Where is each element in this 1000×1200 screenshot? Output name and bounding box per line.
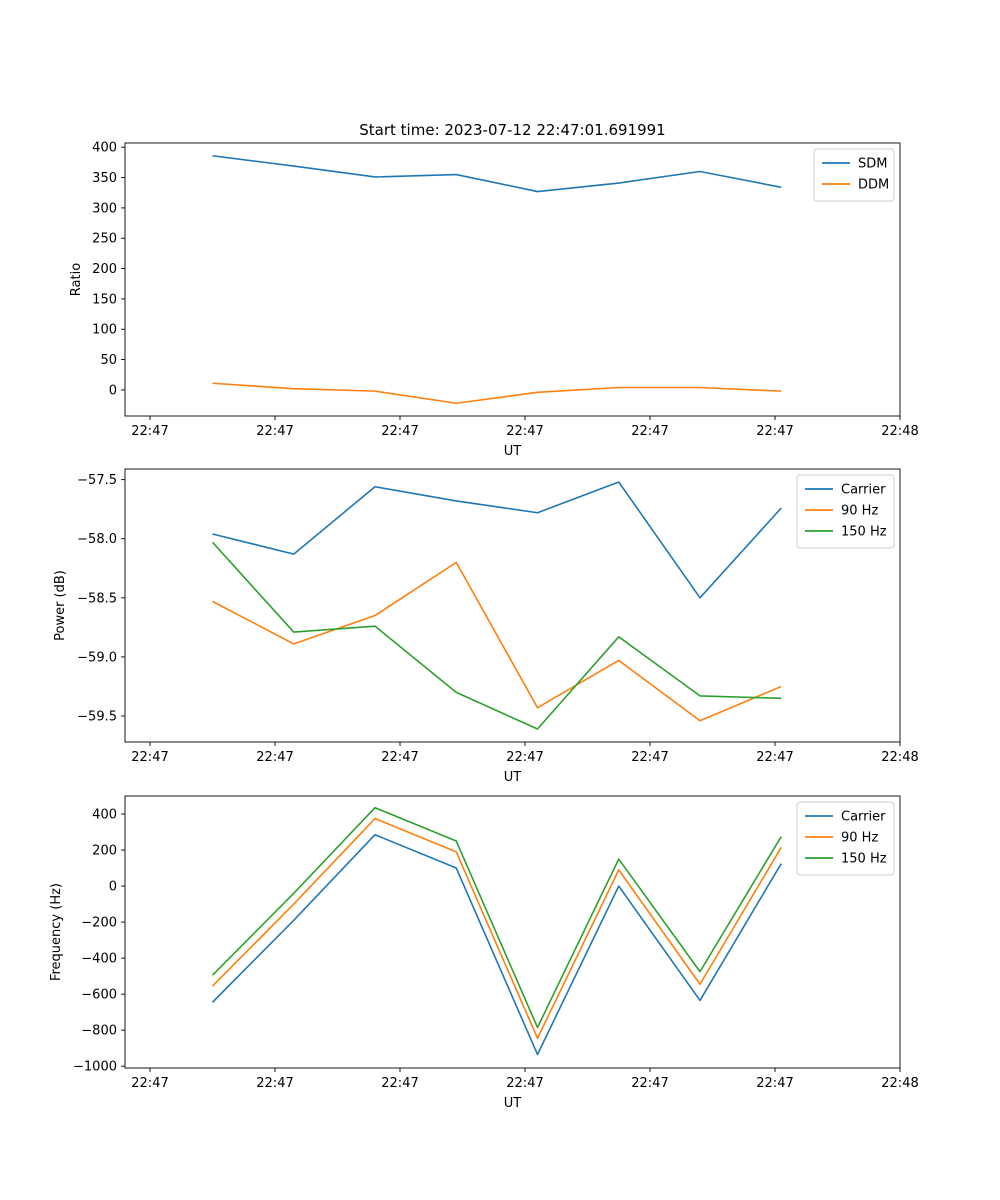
y-tick-label: −400 [81, 952, 117, 967]
y-tick-label: 50 [100, 353, 117, 368]
legend: Carrier 90 Hz 150 Hz [796, 474, 895, 549]
series-line-90-hz [212, 561, 782, 722]
x-axis-label: UT [504, 1096, 522, 1111]
y-tick-label: 100 [92, 323, 117, 338]
x-axis-label: UT [504, 770, 522, 785]
y-tick-label: 200 [92, 262, 117, 277]
series-line-150-hz [211, 541, 782, 730]
legend-box [813, 148, 895, 202]
y-axis-label: Ratio [69, 263, 84, 296]
legend-label: Carrier [841, 810, 886, 825]
y-tick-label: −57.5 [77, 473, 117, 488]
x-tick-label: 22:47 [256, 424, 293, 439]
series-line-ddm [212, 382, 782, 405]
y-tick-label: 0 [109, 880, 117, 895]
y-tick-label: 200 [92, 844, 117, 859]
y-tick-label: −200 [81, 916, 117, 931]
x-tick-label: 22:47 [131, 750, 168, 765]
x-tick-label: 22:47 [381, 1076, 418, 1091]
x-tick-label: 22:47 [131, 424, 168, 439]
series-line-150-hz [211, 806, 782, 1029]
legend-label: 90 Hz [841, 831, 878, 846]
x-tick-label: 22:47 [131, 1076, 168, 1091]
x-tick-label: 22:47 [631, 424, 668, 439]
y-tick-label: −600 [81, 988, 117, 1003]
subplot-1: Start time: 2023-07-12 22:47:01.691991 22… [69, 121, 919, 459]
y-tick-label: 300 [92, 201, 117, 216]
subplot-2: 22:47 22:47 22:47 22:47 22:47 22:47 22:48 UT −59… [53, 468, 919, 785]
x-tick-label: 22:47 [631, 1076, 668, 1091]
legend-label: 150 Hz [841, 852, 887, 867]
legend-label: 90 Hz [841, 504, 878, 519]
y-tick-label: 250 [92, 232, 117, 247]
x-axis-label: UT [504, 444, 522, 459]
x-tick-label: 22:47 [506, 750, 543, 765]
y-axis-label: Power (dB) [53, 570, 68, 641]
x-tick-label: 22:48 [881, 424, 918, 439]
axes-frame [124, 795, 901, 1069]
x-tick-label: 22:47 [756, 1076, 793, 1091]
y-tick-label: 400 [92, 808, 117, 823]
y-tick-label: 150 [92, 292, 117, 307]
x-tick-label: 22:47 [256, 750, 293, 765]
y-tick-label: −800 [81, 1024, 117, 1039]
x-tick-label: 22:48 [881, 750, 918, 765]
legend-label: SDM [858, 157, 887, 172]
legend: Carrier 90 Hz 150 Hz [796, 801, 895, 876]
y-tick-label: 400 [92, 141, 117, 156]
axes-frame [124, 142, 901, 417]
series-line-carrier [211, 833, 782, 1056]
chart-title: Start time: 2023-07-12 22:47:01.691991 [359, 121, 665, 139]
legend-box [796, 474, 895, 549]
y-axis-label: Frequency (Hz) [49, 883, 64, 981]
y-tick-label: −58.0 [77, 532, 117, 547]
series-line-sdm [212, 154, 782, 193]
y-tick-label: 350 [92, 171, 117, 186]
x-tick-label: 22:47 [506, 424, 543, 439]
legend-label: 150 Hz [841, 525, 887, 540]
x-tick-label: 22:47 [756, 750, 793, 765]
axes-frame [124, 468, 901, 743]
x-tick-label: 22:47 [756, 424, 793, 439]
series-line-carrier [212, 481, 782, 599]
x-tick-label: 22:48 [881, 1076, 918, 1091]
x-tick-label: 22:47 [506, 1076, 543, 1091]
legend-box [796, 801, 895, 876]
x-tick-label: 22:47 [256, 1076, 293, 1091]
y-tick-label: −1000 [73, 1060, 117, 1075]
x-tick-label: 22:47 [631, 750, 668, 765]
y-tick-label: −58.5 [77, 591, 117, 606]
series-line-90-hz [211, 817, 782, 1040]
legend-label: DDM [858, 178, 889, 193]
subplot-3: 22:47 22:47 22:47 22:47 22:47 22:47 22:48 UT −10… [49, 795, 919, 1111]
y-tick-label: 0 [109, 383, 117, 398]
y-tick-label: −59.5 [77, 710, 117, 725]
x-tick-label: 22:47 [381, 424, 418, 439]
y-tick-label: −59.0 [77, 650, 117, 665]
legend: SDM DDM [813, 148, 895, 202]
x-tick-label: 22:47 [381, 750, 418, 765]
legend-label: Carrier [841, 483, 886, 498]
